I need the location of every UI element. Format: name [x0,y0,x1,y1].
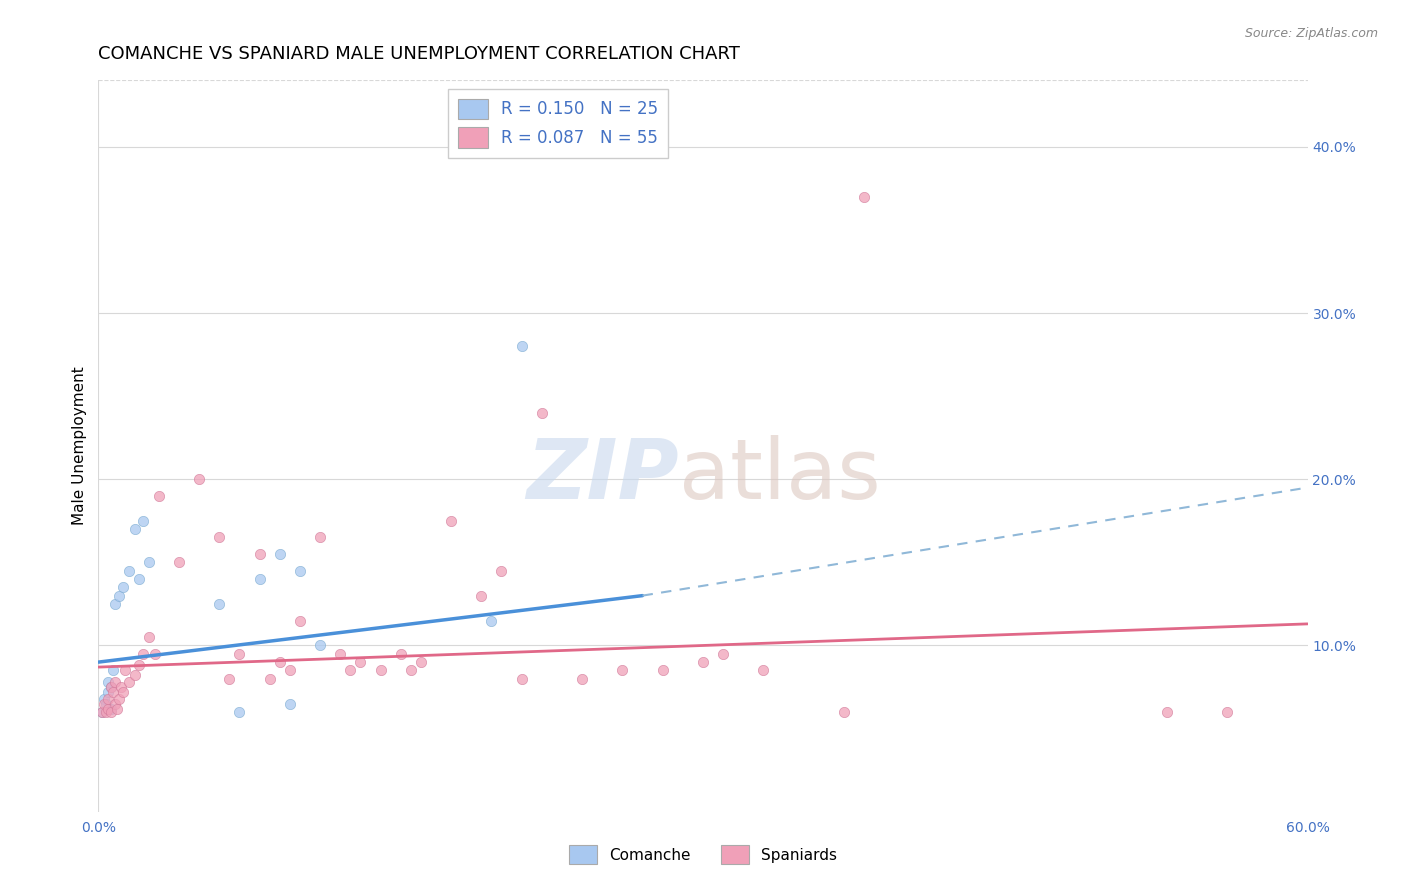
Point [288,614,311,628]
Point [138,555,160,569]
Point [228,647,250,661]
Point [96,705,118,719]
Point [148,489,170,503]
Y-axis label: Male Unemployment: Male Unemployment [72,367,87,525]
Point [96,697,118,711]
Point [91,705,114,719]
Point [105,701,128,715]
Point [111,685,134,699]
Point [832,705,855,719]
Point [249,547,271,561]
Point [339,664,361,678]
Point [752,664,775,678]
Point [249,572,271,586]
Point [208,597,231,611]
Point [278,664,301,678]
Point [188,472,211,486]
Point [143,647,166,661]
Point [100,705,122,719]
Point [110,680,132,694]
Point [103,675,125,690]
Point [692,655,714,669]
Point [208,530,231,544]
Point [399,664,422,678]
Point [1216,705,1239,719]
Point [97,701,120,715]
Point [228,705,250,719]
Point [288,564,311,578]
Point [132,647,155,661]
Point [97,691,120,706]
Point [91,705,114,719]
Point [470,589,492,603]
Point [97,675,120,690]
Point [124,522,146,536]
Point [93,697,115,711]
Point [128,658,150,673]
Point [132,514,155,528]
Point [349,655,371,669]
Point [100,680,122,694]
Text: COMANCHE VS SPANIARD MALE UNEMPLOYMENT CORRELATION CHART: COMANCHE VS SPANIARD MALE UNEMPLOYMENT C… [98,45,741,62]
Point [711,647,734,661]
Point [107,691,129,706]
Point [309,530,332,544]
Point [269,547,291,561]
Point [101,685,124,699]
Point [278,697,301,711]
Point [107,589,129,603]
Point [114,664,136,678]
Legend: Comanche, Spaniards: Comanche, Spaniards [564,839,842,870]
Point [612,664,634,678]
Point [389,647,412,661]
Point [329,647,352,661]
Point [651,664,673,678]
Point [118,564,141,578]
Point [571,672,593,686]
Point [481,614,503,628]
Point [100,701,122,715]
Point [124,668,146,682]
Point [440,514,463,528]
Text: ZIP: ZIP [526,434,679,516]
Point [97,685,120,699]
Point [103,597,125,611]
Point [118,675,141,690]
Point [510,672,533,686]
Point [530,406,553,420]
Point [138,630,160,644]
Point [167,555,190,569]
Point [510,339,533,353]
Point [1156,705,1178,719]
Point [218,672,240,686]
Text: atlas: atlas [679,434,880,516]
Point [101,664,124,678]
Point [93,691,115,706]
Point [491,564,513,578]
Text: Source: ZipAtlas.com: Source: ZipAtlas.com [1244,27,1378,40]
Point [269,655,291,669]
Point [128,572,150,586]
Point [853,189,876,203]
Point [259,672,281,686]
Point [103,697,125,711]
Point [111,580,134,594]
Point [100,680,122,694]
Point [409,655,432,669]
Point [309,639,332,653]
Point [370,664,392,678]
